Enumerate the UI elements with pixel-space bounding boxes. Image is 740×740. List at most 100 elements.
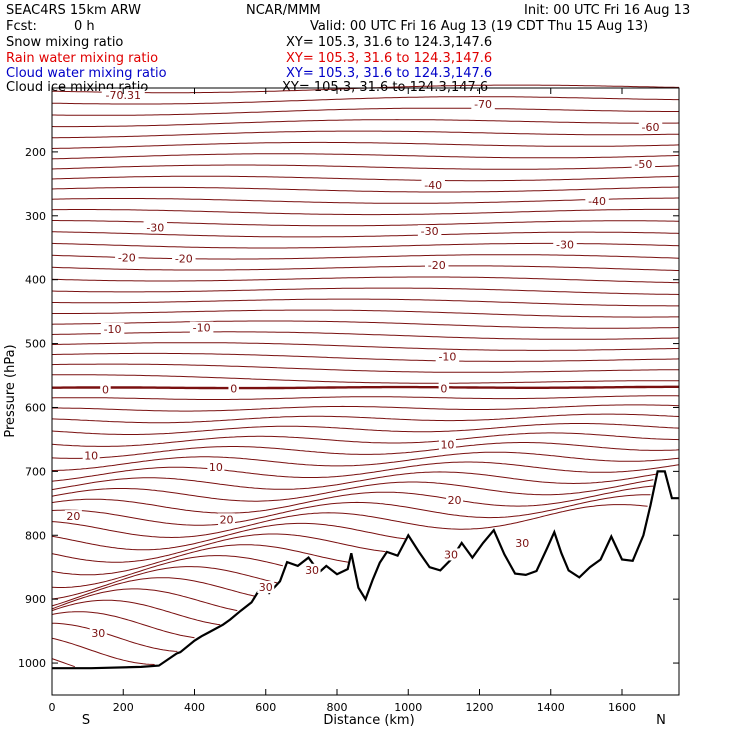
valid-time: Valid: 00 UTC Fri 16 Aug 13 (19 CDT Thu … bbox=[310, 19, 649, 34]
isotherm-contour bbox=[51, 658, 75, 668]
isotherm-contour bbox=[51, 504, 648, 539]
contour-label-bg bbox=[143, 221, 168, 234]
field-label-snow: Snow mixing ratio bbox=[6, 35, 124, 50]
x-axis-title: Distance (km) bbox=[323, 713, 414, 728]
isotherm-contour bbox=[51, 611, 195, 639]
isotherm-contour bbox=[51, 164, 680, 170]
x-tick-label: 1000 bbox=[394, 701, 422, 714]
isotherm-contour bbox=[51, 479, 654, 502]
isotherm-contour bbox=[51, 533, 386, 563]
contour-label-bg bbox=[421, 179, 445, 192]
contour-label: 10 bbox=[440, 439, 454, 452]
contour-label-bg bbox=[64, 510, 82, 523]
contour-label: 0 bbox=[440, 382, 447, 395]
contour-label-bg bbox=[513, 536, 531, 549]
axes: 0 200 400 600 800 1000 1200 1400 160020030040050… bbox=[18, 88, 679, 714]
isotherm-contour bbox=[51, 522, 406, 551]
isotherm-contour bbox=[51, 471, 657, 491]
x-tick-label: 600 bbox=[255, 701, 276, 714]
y-tick-label: 700 bbox=[25, 465, 46, 478]
isotherm-contour bbox=[51, 577, 255, 607]
contour-label: -40 bbox=[588, 195, 606, 208]
isotherm-contours bbox=[51, 84, 680, 668]
contour-label-bg bbox=[218, 513, 236, 526]
isotherm-contour bbox=[51, 461, 680, 482]
field-label-rain: Rain water mixing ratio bbox=[6, 51, 159, 66]
contour-label-bg bbox=[82, 449, 100, 462]
contour-label-bg bbox=[417, 225, 442, 238]
contour-label-bg bbox=[172, 252, 196, 265]
field-label-cloud-water: Cloud water mixing ratio bbox=[6, 66, 167, 81]
contour-label: 30 bbox=[259, 581, 273, 594]
x-tick-label: 0 bbox=[49, 701, 56, 714]
x-tick-label: 1400 bbox=[537, 701, 565, 714]
contour-label: 10 bbox=[84, 449, 98, 462]
isotherm-contour bbox=[51, 395, 680, 400]
terrain-line bbox=[52, 470, 679, 670]
isotherm-contour bbox=[51, 287, 680, 295]
contour-label-bg bbox=[100, 322, 125, 335]
contour-label: -30 bbox=[556, 239, 574, 252]
contour-label: -10 bbox=[193, 322, 211, 335]
contour-label-bg bbox=[438, 382, 450, 395]
organization-label: NCAR/MMM bbox=[246, 3, 321, 18]
isotherm-contour bbox=[51, 413, 680, 424]
terrain-profile bbox=[52, 470, 679, 670]
isotherm-contour bbox=[52, 451, 680, 471]
init-time: Init: 00 UTC Fri 16 Aug 13 bbox=[524, 3, 691, 18]
isotherm-contour bbox=[51, 423, 680, 435]
contour-label: -30 bbox=[421, 225, 439, 238]
contour-label: -10 bbox=[438, 350, 456, 363]
isotherm-contour bbox=[51, 119, 680, 128]
isotherm-contour bbox=[52, 622, 178, 652]
isotherm-contour bbox=[52, 298, 679, 307]
field-xy-rain: XY= 105.3, 31.6 to 124.3,147.6 bbox=[286, 51, 493, 66]
field-xy-snow: XY= 105.3, 31.6 to 124.3,147.6 bbox=[286, 35, 493, 50]
isotherm-contour bbox=[52, 231, 680, 238]
isotherm-contour bbox=[51, 442, 680, 459]
endpoint-right-label: N bbox=[656, 713, 666, 728]
contour-label-bg bbox=[553, 238, 577, 251]
x-tick-label: 1600 bbox=[608, 701, 636, 714]
contour-label-bg bbox=[228, 382, 239, 395]
isotherm-contour bbox=[51, 175, 680, 182]
isotherm-contour bbox=[51, 320, 680, 329]
contour-label: 20 bbox=[66, 510, 80, 523]
isotherm-contour bbox=[52, 130, 679, 139]
model-title: SEAC4RS 15km ARW bbox=[6, 3, 142, 18]
contour-label: 30 bbox=[305, 564, 319, 577]
contour-label: 0 bbox=[230, 382, 237, 395]
contour-label: 0 bbox=[102, 384, 109, 397]
contour-label-bg bbox=[100, 383, 111, 396]
x-tick-label: 200 bbox=[113, 701, 134, 714]
isotherm-contour bbox=[51, 254, 680, 260]
y-tick-label: 800 bbox=[25, 529, 46, 542]
forecast-label: Fcst: bbox=[6, 19, 37, 34]
contour-label: -70.31 bbox=[106, 89, 141, 102]
contour-label: -40 bbox=[424, 179, 442, 192]
contour-label-bg bbox=[101, 89, 145, 102]
x-tick-label: 800 bbox=[327, 701, 348, 714]
contour-label: -60 bbox=[642, 121, 660, 134]
x-tick-label: 400 bbox=[184, 701, 205, 714]
y-tick-label: 200 bbox=[25, 146, 46, 159]
contour-label-bg bbox=[115, 251, 139, 264]
contour-label-bg bbox=[442, 548, 460, 561]
contour-label: 20 bbox=[448, 494, 462, 507]
isotherm-contour bbox=[51, 599, 221, 626]
contour-label: -30 bbox=[146, 221, 164, 234]
contour-label: -10 bbox=[104, 323, 122, 336]
plot-frame bbox=[51, 87, 680, 696]
isotherm-contour bbox=[51, 566, 278, 600]
contour-label: 30 bbox=[91, 627, 105, 640]
y-tick-label: 500 bbox=[25, 338, 46, 351]
isotherm-contour bbox=[51, 637, 155, 665]
isotherm-contour bbox=[52, 342, 680, 351]
isotherm-contour bbox=[51, 84, 679, 94]
contour-label: -20 bbox=[118, 251, 136, 264]
isotherm-contour bbox=[51, 197, 679, 204]
contour-label: 20 bbox=[220, 513, 234, 526]
isotherm-contour bbox=[51, 331, 680, 340]
contour-label: -70 bbox=[474, 98, 492, 111]
